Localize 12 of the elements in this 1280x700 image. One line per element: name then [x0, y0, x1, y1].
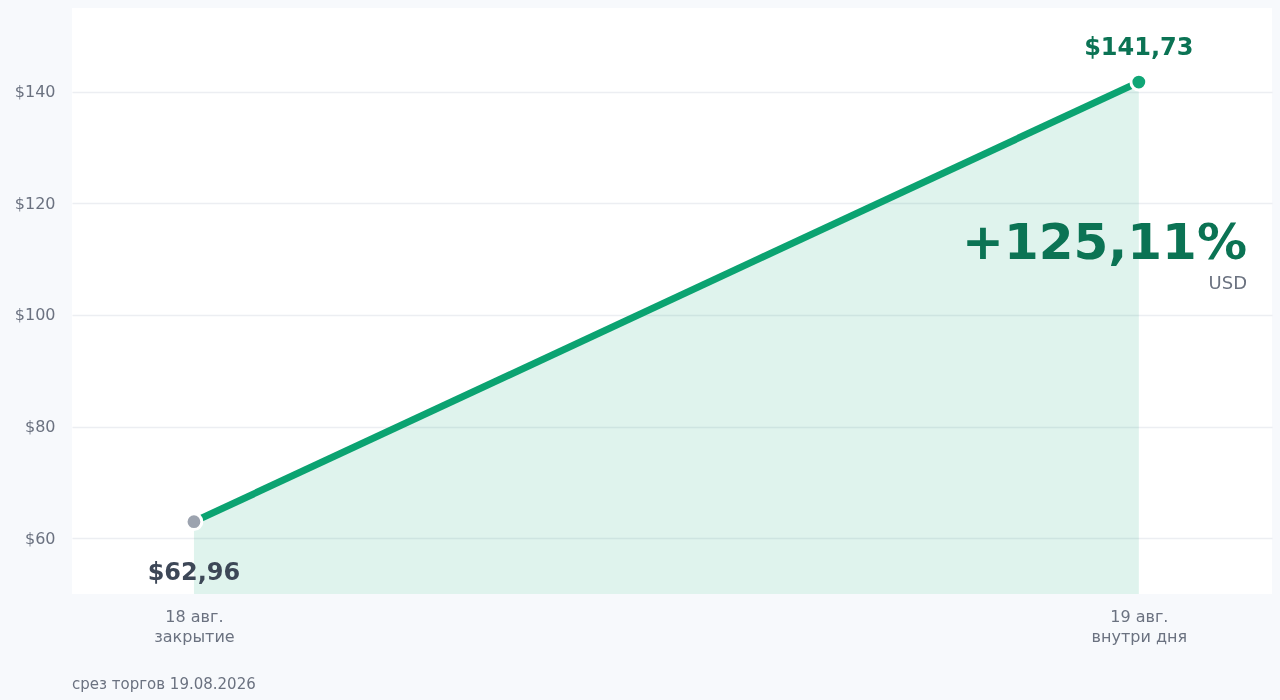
annotation: USD	[1208, 272, 1247, 293]
y-tick-label: $100	[14, 305, 56, 325]
data-label: $62,96	[147, 557, 241, 586]
x-tick-label: 18 авг. закрытие	[154, 606, 235, 646]
y-tick-label: $140	[14, 82, 56, 102]
annotation: +125,11%	[962, 213, 1247, 271]
y-tick-label: $120	[14, 193, 56, 213]
x-tick-label: 19 авг. внутри дня	[1091, 606, 1188, 646]
y-tick-label: $60	[24, 528, 56, 548]
text: срез торгов 19.08.2026	[72, 675, 256, 693]
data-label: $141,73	[1084, 33, 1194, 62]
y-tick-label: $80	[24, 417, 56, 437]
